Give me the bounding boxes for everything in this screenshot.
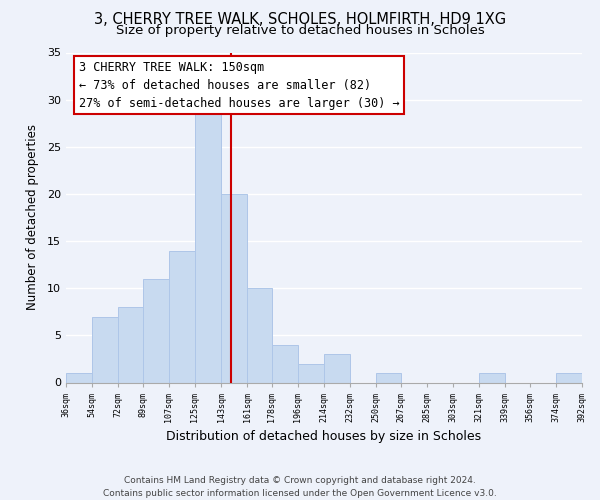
Bar <box>221 194 247 382</box>
Bar <box>298 364 324 382</box>
Bar <box>169 250 195 382</box>
Bar <box>376 373 401 382</box>
X-axis label: Distribution of detached houses by size in Scholes: Distribution of detached houses by size … <box>166 430 482 443</box>
Bar <box>66 373 92 382</box>
Bar <box>324 354 350 382</box>
Bar <box>92 316 118 382</box>
Y-axis label: Number of detached properties: Number of detached properties <box>26 124 38 310</box>
Text: 3, CHERRY TREE WALK, SCHOLES, HOLMFIRTH, HD9 1XG: 3, CHERRY TREE WALK, SCHOLES, HOLMFIRTH,… <box>94 12 506 28</box>
Bar <box>272 345 298 383</box>
Bar <box>195 109 221 382</box>
Bar <box>556 373 582 382</box>
Bar <box>479 373 505 382</box>
Bar <box>247 288 272 382</box>
Text: Size of property relative to detached houses in Scholes: Size of property relative to detached ho… <box>116 24 484 37</box>
Text: 3 CHERRY TREE WALK: 150sqm
← 73% of detached houses are smaller (82)
27% of semi: 3 CHERRY TREE WALK: 150sqm ← 73% of deta… <box>79 60 400 110</box>
Text: Contains HM Land Registry data © Crown copyright and database right 2024.
Contai: Contains HM Land Registry data © Crown c… <box>103 476 497 498</box>
Bar <box>143 279 169 382</box>
Bar <box>118 307 143 382</box>
